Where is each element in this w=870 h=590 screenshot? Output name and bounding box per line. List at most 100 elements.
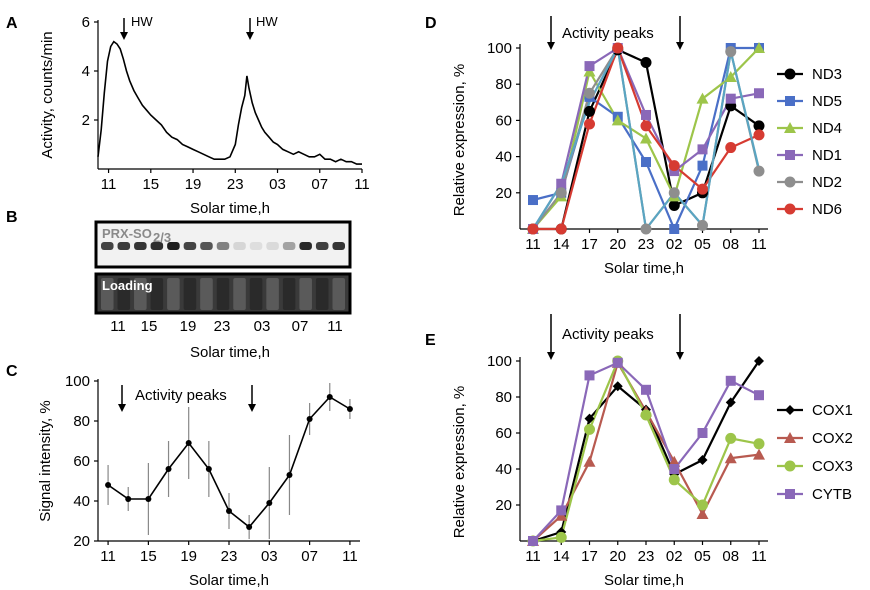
series-point-cox2: [583, 455, 596, 467]
series-point-nd2: [640, 223, 652, 235]
series-point-cytb: [669, 464, 680, 474]
y-tick-label: 100: [65, 373, 90, 390]
x-axis-title: Solar time,h: [604, 572, 684, 589]
series-point-nd3: [584, 105, 595, 117]
series-point-cytb: [697, 428, 708, 438]
y-tick-label: 80: [495, 76, 512, 93]
blot-band: [282, 242, 296, 250]
blot-band: [200, 242, 213, 250]
x-tick-label: 11: [110, 318, 126, 335]
series-point-cytb: [725, 375, 736, 386]
panel-letter-b: B: [6, 209, 18, 226]
y-tick-label: 6: [82, 14, 90, 31]
loading-band: [266, 278, 279, 310]
panel-c-signal-chart: 20 40 60 80 100 11 15 19 23 03 07 11 Solar time,h Sig…: [37, 373, 360, 589]
legend-marker: [784, 122, 796, 133]
series-point-nd2: [753, 165, 765, 177]
legend-label: ND6: [812, 201, 842, 218]
series-point-nd4: [753, 42, 765, 53]
signal-point: [266, 500, 273, 506]
series-point-nd6: [612, 42, 624, 54]
y-tick-label: 40: [73, 493, 90, 510]
series-point-nd6: [584, 118, 595, 130]
x-tick-label: 15: [140, 548, 157, 565]
signal-point: [105, 482, 112, 488]
hw-label: HW: [131, 14, 153, 29]
blot-band: [299, 242, 312, 250]
loading-band: [233, 278, 246, 310]
x-tick-label: 07: [301, 548, 318, 565]
x-tick-label: 15: [142, 176, 159, 193]
y-tick-label: 20: [495, 497, 512, 514]
legend-label: ND4: [812, 120, 842, 137]
x-tick-label: 20: [609, 548, 626, 565]
peak-arrow-1-head: [547, 352, 555, 360]
x-tick-label: 23: [638, 236, 655, 253]
x-tick-label: 07: [292, 318, 309, 335]
series-point-nd1: [641, 109, 651, 120]
legend-marker: [784, 68, 796, 80]
activity-line: [97, 40, 362, 165]
loading-band: [249, 278, 263, 310]
series-point-nd2: [584, 87, 595, 99]
series-point-cytb: [641, 384, 651, 395]
series-point-cytb: [556, 505, 567, 516]
x-tick-label: 11: [101, 176, 117, 193]
series-point-nd6: [668, 160, 680, 172]
panel-e-cox-expression-chart: 20 40 60 80 100 11 14 17 20 23 02 05 08 11 Solar time,…: [451, 314, 853, 589]
series-point-nd2: [697, 219, 708, 231]
peak-arrow-2-head: [676, 352, 684, 360]
panel-letter-e: E: [425, 332, 436, 349]
peak-arrow-1-head: [118, 404, 126, 412]
x-tick-label: 19: [185, 176, 202, 193]
series-point-cytb: [528, 536, 538, 546]
x-tick-label: 07: [311, 176, 328, 193]
panel-letter-a: A: [6, 15, 18, 32]
legend-label: ND3: [812, 66, 842, 83]
blot-band: [332, 242, 345, 250]
series-point-cox1: [584, 413, 595, 424]
signal-point: [165, 466, 172, 472]
blot-band: [233, 242, 246, 250]
series-point-cox2: [696, 508, 709, 519]
x-axis-title: Solar time,h: [190, 344, 270, 361]
series-point-nd4: [724, 70, 737, 82]
activity-peaks-label: Activity peaks: [135, 387, 227, 404]
series-point-cox3: [555, 531, 567, 543]
loading-band: [282, 278, 296, 310]
y-tick-label: 60: [495, 112, 512, 129]
y-tick-label: 20: [495, 185, 512, 202]
y-axis-title: Relative expression, %: [451, 64, 468, 217]
panel-letter-d: D: [425, 15, 437, 32]
x-tick-label: 19: [180, 548, 197, 565]
series-point-nd1: [584, 61, 595, 72]
legend-label: COX1: [812, 402, 853, 419]
series-point-cytb: [754, 390, 764, 401]
series-point-nd4: [611, 114, 624, 126]
x-tick-label: 11: [751, 236, 767, 253]
x-tick-label: 15: [141, 318, 158, 335]
series-point-nd6: [697, 183, 708, 195]
signal-point: [205, 466, 212, 472]
x-tick-label: 11: [342, 548, 358, 565]
signal-point: [226, 508, 232, 514]
x-tick-label: 11: [327, 318, 343, 335]
peak-arrow-2-head: [676, 42, 684, 50]
x-tick-label: 23: [214, 318, 231, 335]
peak-arrow-1-head: [547, 42, 555, 50]
series-point-nd4: [640, 132, 652, 144]
y-tick-label: 40: [495, 149, 512, 166]
x-tick-label: 11: [525, 548, 541, 565]
signal-point: [125, 496, 132, 502]
series-point-nd5: [669, 224, 680, 234]
series-point-nd3: [640, 56, 652, 68]
y-tick-label: 40: [495, 461, 512, 478]
x-tick-label: 08: [722, 548, 739, 565]
series-point-cox3: [725, 432, 737, 444]
x-tick-label: 11: [100, 548, 116, 565]
x-tick-label: 23: [638, 548, 655, 565]
series-point-nd6: [725, 142, 737, 154]
signal-point: [145, 496, 152, 502]
legend-label: ND1: [812, 147, 842, 164]
loading-band: [315, 278, 329, 310]
